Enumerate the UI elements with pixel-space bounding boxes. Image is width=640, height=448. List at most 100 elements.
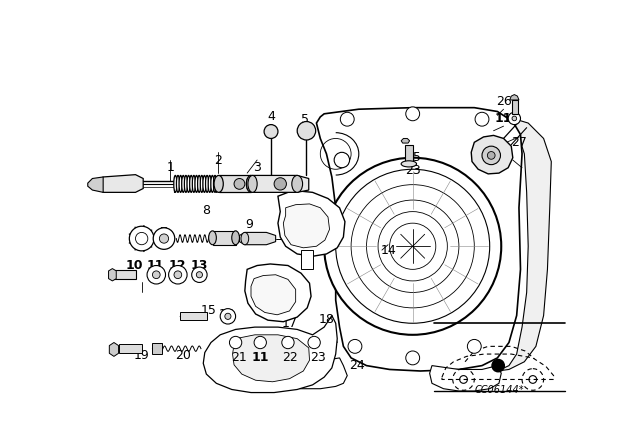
- Circle shape: [324, 158, 501, 335]
- Circle shape: [168, 266, 187, 284]
- Polygon shape: [471, 135, 513, 174]
- Polygon shape: [247, 176, 308, 192]
- Circle shape: [254, 336, 266, 349]
- Text: 16: 16: [218, 307, 234, 320]
- Circle shape: [136, 233, 148, 245]
- Circle shape: [153, 228, 175, 250]
- Ellipse shape: [195, 176, 198, 192]
- Circle shape: [482, 146, 500, 165]
- Bar: [219, 176, 251, 192]
- Polygon shape: [204, 315, 337, 392]
- Text: 22: 22: [282, 351, 298, 364]
- Ellipse shape: [292, 176, 303, 192]
- Text: 9: 9: [246, 218, 253, 231]
- Circle shape: [234, 178, 245, 189]
- Polygon shape: [316, 108, 522, 371]
- Polygon shape: [251, 275, 296, 315]
- Text: 14: 14: [380, 244, 396, 257]
- Text: 4: 4: [268, 110, 276, 123]
- Ellipse shape: [192, 176, 195, 192]
- Circle shape: [196, 271, 202, 278]
- Circle shape: [512, 116, 516, 121]
- Polygon shape: [401, 138, 410, 143]
- Circle shape: [174, 271, 182, 279]
- Text: 18: 18: [319, 313, 334, 326]
- Circle shape: [336, 169, 490, 323]
- Text: 17: 17: [282, 317, 298, 330]
- Circle shape: [159, 234, 168, 243]
- Text: 7: 7: [160, 226, 168, 239]
- Ellipse shape: [401, 161, 417, 167]
- Text: 20: 20: [175, 349, 191, 362]
- Ellipse shape: [189, 176, 193, 192]
- Polygon shape: [245, 264, 311, 322]
- Ellipse shape: [241, 233, 249, 245]
- Circle shape: [152, 271, 160, 279]
- Polygon shape: [284, 204, 330, 248]
- Circle shape: [492, 359, 504, 372]
- Text: 11: 11: [147, 259, 164, 272]
- Polygon shape: [239, 233, 276, 245]
- Ellipse shape: [203, 176, 206, 192]
- Bar: [113, 270, 136, 280]
- Ellipse shape: [208, 176, 211, 192]
- Bar: [118, 344, 141, 353]
- Ellipse shape: [174, 176, 177, 192]
- Text: 2: 2: [214, 154, 222, 167]
- Circle shape: [460, 375, 467, 383]
- Ellipse shape: [248, 176, 257, 192]
- Ellipse shape: [214, 176, 216, 192]
- Bar: [301, 250, 314, 269]
- Ellipse shape: [198, 176, 201, 192]
- Bar: [152, 343, 162, 354]
- Circle shape: [192, 267, 207, 282]
- Ellipse shape: [209, 231, 216, 245]
- Text: 19: 19: [134, 349, 150, 362]
- Bar: [212, 231, 236, 245]
- Ellipse shape: [214, 176, 223, 192]
- Text: 13: 13: [191, 259, 208, 272]
- Ellipse shape: [246, 176, 255, 192]
- Text: 10: 10: [125, 259, 143, 272]
- Text: CC06144*: CC06144*: [475, 385, 525, 395]
- Text: 24: 24: [349, 359, 365, 372]
- Circle shape: [308, 336, 320, 349]
- Ellipse shape: [200, 176, 204, 192]
- Circle shape: [297, 121, 316, 140]
- Bar: [512, 100, 518, 114]
- Circle shape: [129, 226, 154, 251]
- Text: 11: 11: [252, 351, 269, 364]
- Ellipse shape: [182, 176, 185, 192]
- Circle shape: [147, 266, 166, 284]
- Circle shape: [467, 340, 481, 353]
- Polygon shape: [509, 95, 519, 100]
- Text: 23: 23: [405, 164, 420, 177]
- Text: 8: 8: [202, 204, 211, 217]
- Circle shape: [282, 336, 294, 349]
- Polygon shape: [109, 343, 118, 356]
- Polygon shape: [429, 366, 501, 391]
- Text: 1: 1: [166, 161, 174, 174]
- Circle shape: [529, 375, 537, 383]
- Circle shape: [230, 336, 242, 349]
- Text: 27: 27: [511, 136, 527, 149]
- Circle shape: [264, 125, 278, 138]
- Circle shape: [406, 351, 420, 365]
- Text: 15: 15: [201, 304, 216, 317]
- Ellipse shape: [177, 176, 179, 192]
- Polygon shape: [276, 358, 348, 389]
- Text: 21: 21: [232, 351, 247, 364]
- Circle shape: [334, 152, 349, 168]
- Circle shape: [508, 112, 520, 125]
- Bar: [405, 145, 413, 164]
- Polygon shape: [232, 335, 310, 382]
- Ellipse shape: [184, 176, 188, 192]
- Circle shape: [340, 112, 354, 126]
- Ellipse shape: [179, 176, 182, 192]
- Text: 26: 26: [496, 95, 511, 108]
- Text: 6: 6: [138, 229, 145, 242]
- Text: 11: 11: [495, 112, 512, 125]
- Polygon shape: [278, 191, 345, 256]
- Circle shape: [225, 313, 231, 319]
- Ellipse shape: [187, 176, 190, 192]
